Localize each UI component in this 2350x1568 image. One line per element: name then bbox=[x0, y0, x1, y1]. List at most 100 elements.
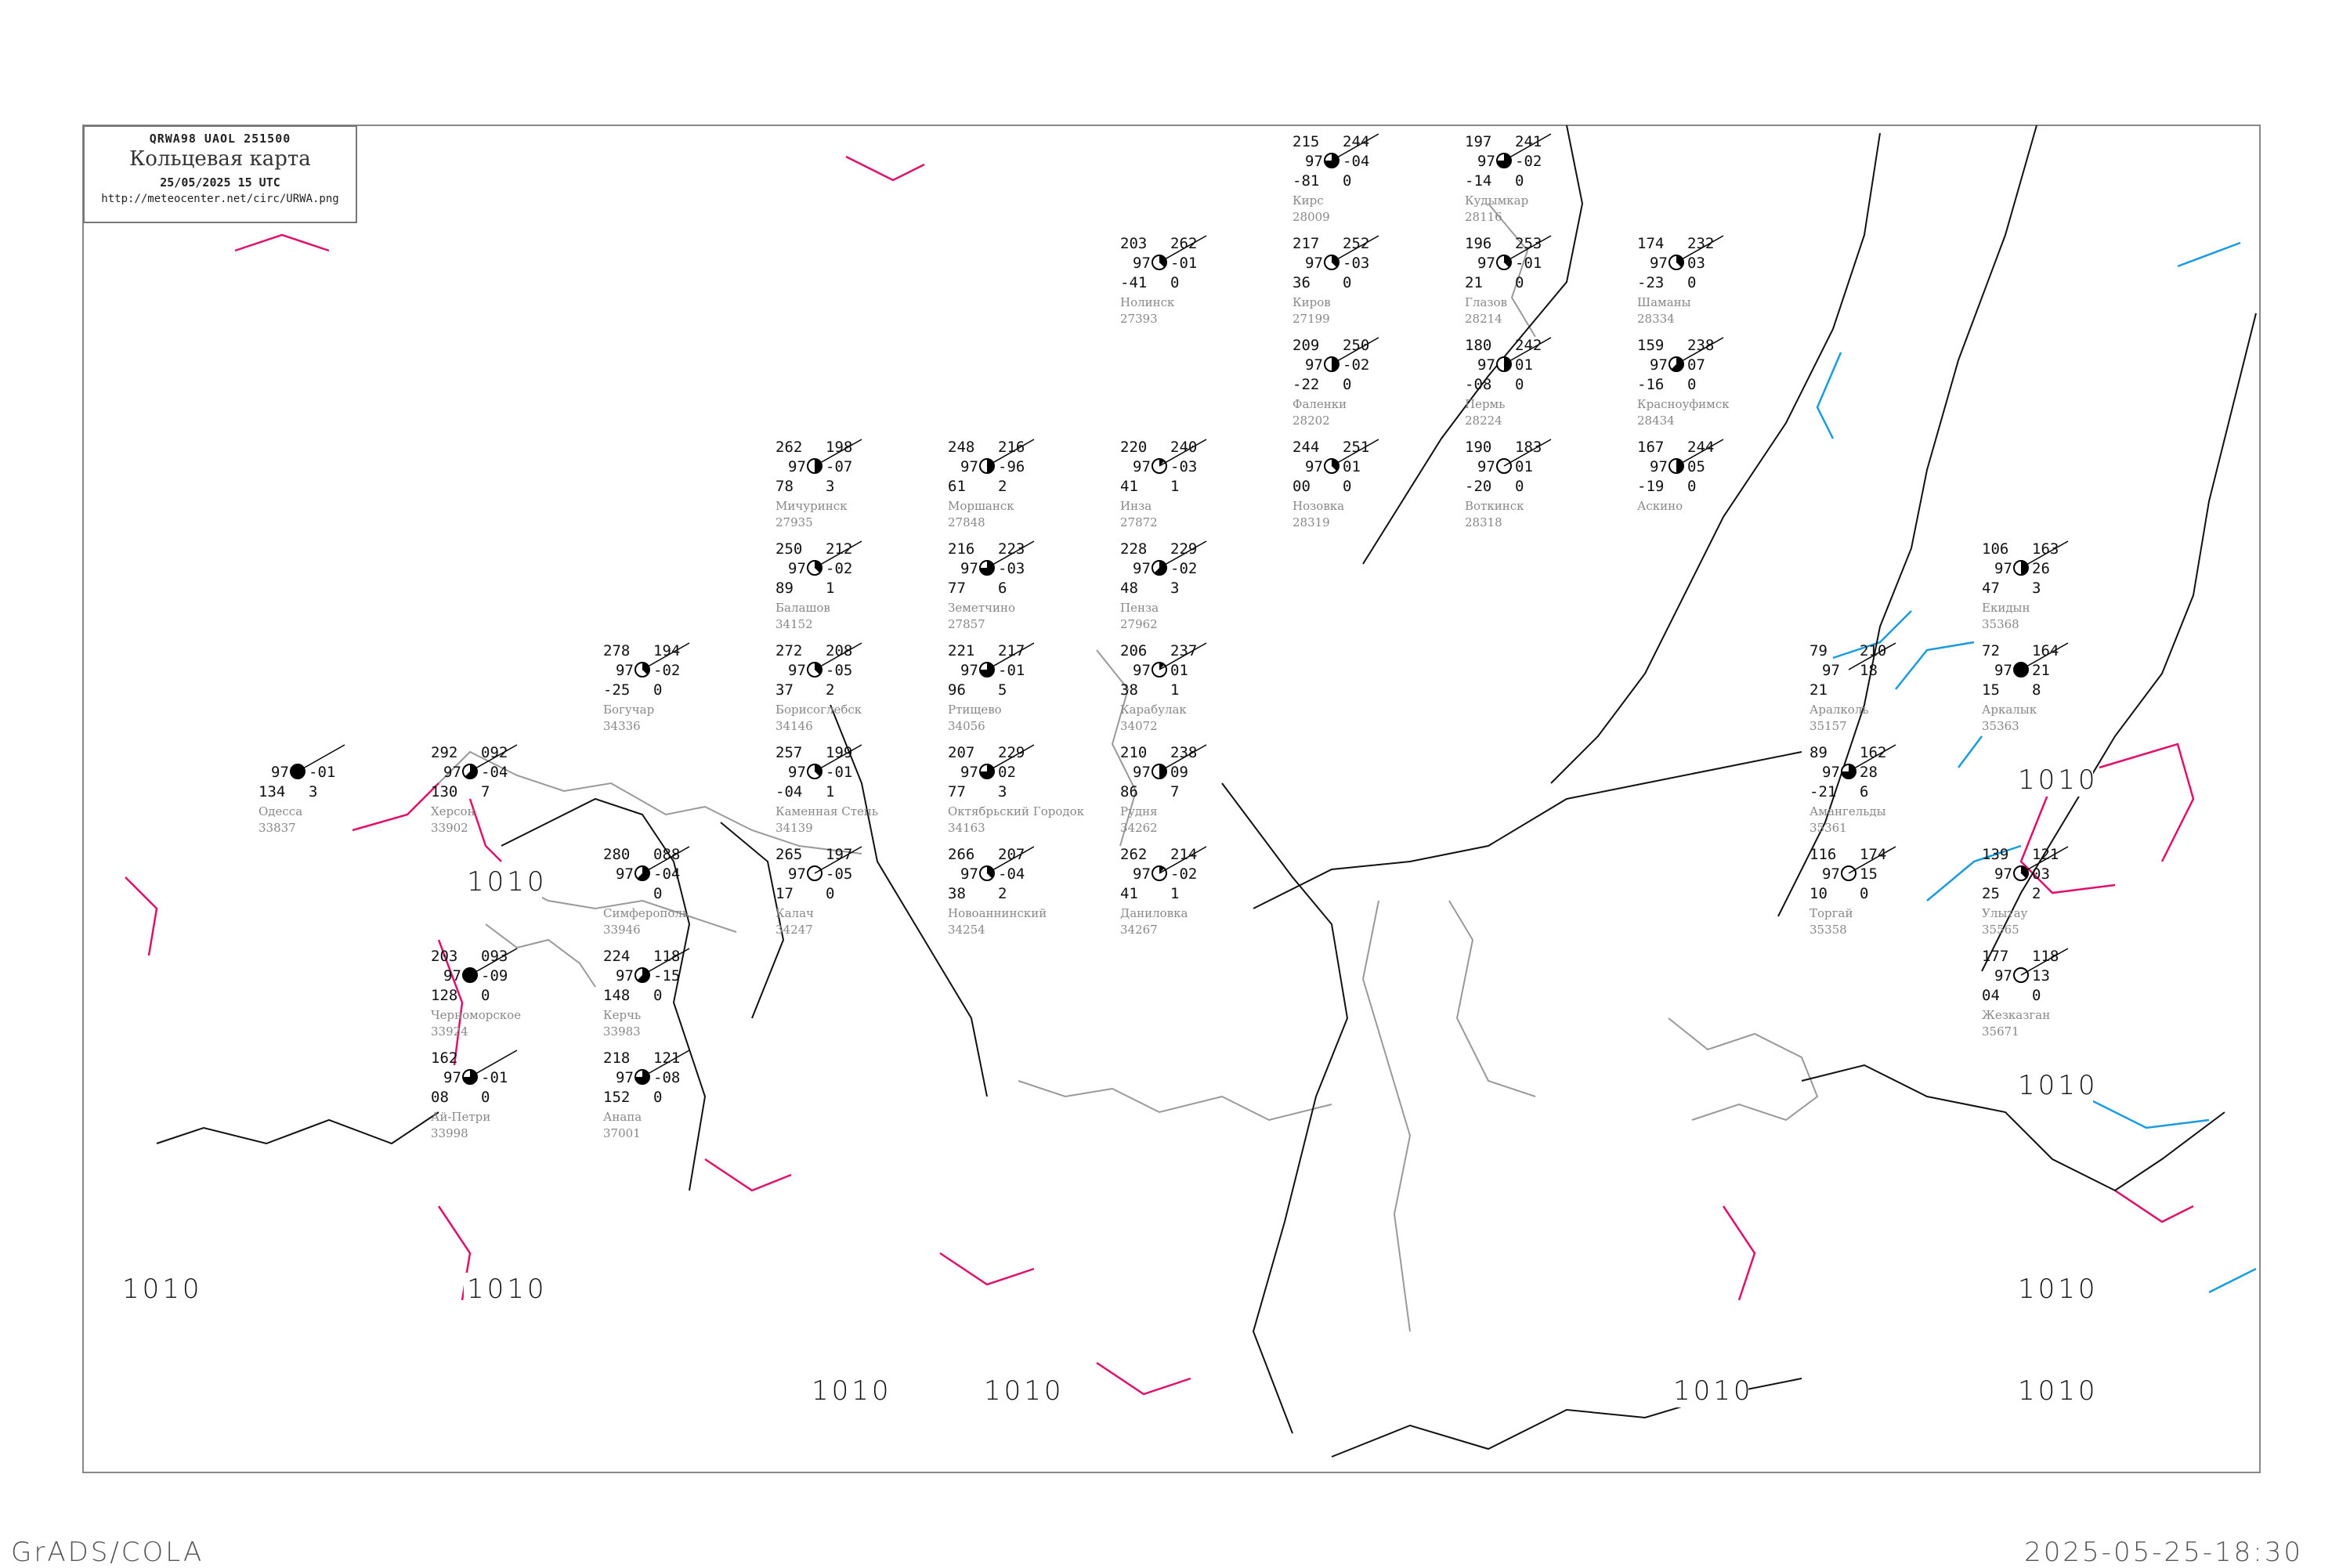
isobar-label-bg bbox=[808, 1375, 887, 1407]
wind-barb-icon bbox=[1503, 439, 1552, 467]
station-plot[interactable]: 180 242 97 01 -08 0 Пермь 28224 bbox=[1465, 337, 1552, 428]
station-value-tr: 244 bbox=[1687, 439, 1714, 456]
station-plot[interactable]: 265 197 97 -05 17 0 Калач 34247 bbox=[776, 846, 862, 937]
station-plot[interactable]: 248 216 97 -96 61 2 Моршанск 27848 bbox=[948, 439, 1035, 529]
station-plot[interactable]: 292 092 97 -04 130 7 Херсон 33902 bbox=[431, 744, 518, 835]
station-plot[interactable]: 278 194 97 -02 -25 0 Богучар 34336 bbox=[603, 642, 690, 733]
station-value-ml: 97 bbox=[1133, 662, 1151, 679]
wind-barb-icon bbox=[814, 846, 862, 874]
station-index: 28434 bbox=[1637, 414, 1675, 428]
station-plot[interactable]: 221 217 97 -01 96 5 Ртищево 34056 bbox=[948, 642, 1035, 733]
station-value-bl: 77 bbox=[948, 783, 966, 800]
station-plot[interactable]: 272 208 97 -05 37 2 Борисоглебск 34146 bbox=[776, 642, 862, 733]
station-value-ml: 97 bbox=[1305, 356, 1323, 374]
station-value-br: 0 bbox=[1687, 274, 1696, 291]
coastline bbox=[1096, 649, 1137, 847]
wind-barb-icon bbox=[1676, 439, 1724, 467]
station-plot[interactable]: 209 250 97 -02 -22 0 Фаленки 28202 bbox=[1292, 337, 1379, 428]
station-plot[interactable]: 159 238 97 07 -16 0 Красноуфимск 28434 bbox=[1637, 337, 1730, 428]
wind-barb-icon bbox=[1503, 133, 1552, 161]
station-value-ml: 97 bbox=[1477, 153, 1495, 170]
station-value-bl: -25 bbox=[603, 681, 630, 699]
station-plot[interactable]: 210 238 97 09 86 7 Рудня 34262 bbox=[1120, 744, 1207, 835]
station-value-tr: 253 bbox=[1515, 235, 1542, 252]
station-name: Керчь bbox=[603, 1008, 641, 1022]
station-value-tl: 280 bbox=[603, 846, 630, 863]
station-value-ml: 97 bbox=[960, 865, 978, 883]
station-plot[interactable]: 262 214 97 -02 41 1 Даниловка 34267 bbox=[1120, 846, 1207, 937]
station-value-ml: 97 bbox=[271, 764, 289, 781]
station-value-ml: 97 bbox=[443, 967, 461, 985]
station-value-tr: 250 bbox=[1343, 337, 1369, 354]
map-frame bbox=[82, 125, 2261, 1473]
station-value-tr: 207 bbox=[998, 846, 1025, 863]
station-value-tr: 194 bbox=[653, 642, 680, 659]
station-plot[interactable]: 116 174 97 15 10 0 Торгай 35358 bbox=[1810, 846, 1896, 937]
station-plot[interactable]: 167 244 97 05 -19 0 Аскино bbox=[1637, 439, 1724, 513]
isallobar-line bbox=[2208, 1267, 2257, 1294]
station-plot[interactable]: 224 118 97 -15 148 0 Керчь 33983 bbox=[603, 948, 690, 1039]
station-plot[interactable]: 280 088 97 -04 0 Симферополь 33946 bbox=[603, 846, 690, 937]
station-value-bl: 86 bbox=[1120, 783, 1138, 800]
station-value-tl: 167 bbox=[1637, 439, 1664, 456]
station-index: 35157 bbox=[1810, 719, 1847, 733]
isallobar-line bbox=[437, 939, 464, 1066]
isallobar-line bbox=[2114, 1189, 2194, 1223]
station-plot[interactable]: 220 240 97 -03 41 1 Инза 27872 bbox=[1120, 439, 1207, 529]
station-plot[interactable]: 79 210 97 18 21 Аралколь 35157 bbox=[1810, 642, 1896, 733]
station-plot[interactable]: 89 162 97 28 -21 6 Амангельды 35361 bbox=[1810, 744, 1896, 835]
station-value-ml: 97 bbox=[1305, 458, 1323, 475]
station-plot[interactable]: 266 207 97 -04 38 2 Новоаннинский 34254 bbox=[948, 846, 1047, 937]
station-plot[interactable]: 197 241 97 -02 -14 0 Кудымкар 28116 bbox=[1465, 133, 1552, 224]
station-plot[interactable]: 218 121 97 -08 152 0 Анапа 37001 bbox=[603, 1050, 690, 1140]
station-value-bl: -08 bbox=[1465, 376, 1491, 393]
station-value-tr: 229 bbox=[998, 744, 1025, 761]
station-index: 27872 bbox=[1120, 515, 1158, 529]
station-value-tl: 197 bbox=[1465, 133, 1491, 150]
station-value-mr: -05 bbox=[826, 662, 852, 679]
station-plot[interactable]: 97 -01 134 3 Одесса 33837 bbox=[258, 744, 345, 835]
station-name: Даниловка bbox=[1120, 906, 1188, 920]
station-value-bl: 130 bbox=[431, 783, 457, 800]
isobar-line bbox=[501, 797, 707, 1191]
station-plot[interactable]: 228 229 97 -02 48 3 Пенза 27962 bbox=[1120, 540, 1207, 631]
station-plot[interactable]: 203 093 97 -09 128 0 Черноморское 33924 bbox=[431, 948, 521, 1039]
station-plot[interactable]: 139 121 97 03 25 2 Улытау 35565 bbox=[1982, 846, 2069, 937]
station-plot[interactable]: 250 212 97 -02 89 1 Балашов 34152 bbox=[776, 540, 862, 631]
station-plot[interactable]: 190 183 97 01 -20 0 Воткинск 28318 bbox=[1465, 439, 1552, 529]
wind-barb-icon bbox=[814, 642, 862, 670]
wind-barb-icon bbox=[2020, 540, 2069, 569]
station-plot[interactable]: 196 253 97 -01 21 0 Глазов 28214 bbox=[1465, 235, 1552, 326]
station-value-tl: 218 bbox=[603, 1050, 630, 1067]
station-plot[interactable]: 215 244 97 -04 -81 0 Кирс 28009 bbox=[1292, 133, 1379, 224]
station-plot[interactable]: 206 237 97 01 38 1 Карабулак 34072 bbox=[1120, 642, 1207, 733]
station-value-bl: 152 bbox=[603, 1089, 630, 1106]
station-value-br: 2 bbox=[2032, 885, 2041, 902]
station-value-mr: -04 bbox=[653, 865, 680, 883]
wind-barb-icon bbox=[1848, 642, 1896, 670]
station-value-br: 0 bbox=[653, 885, 662, 902]
station-plot[interactable]: 207 229 97 02 77 3 Октябрьский Городок 34163 bbox=[948, 744, 1085, 835]
station-value-mr: -01 bbox=[998, 662, 1025, 679]
station-plot[interactable]: 162 97 -01 08 0 Ай-Петри 33998 bbox=[431, 1050, 518, 1140]
station-value-tr: 197 bbox=[826, 846, 852, 863]
station-value-mr: -01 bbox=[1170, 255, 1197, 272]
wind-barb-icon bbox=[1159, 439, 1207, 467]
station-value-tr: 232 bbox=[1687, 235, 1714, 252]
station-value-bl: 47 bbox=[1982, 580, 2000, 597]
station-plot[interactable]: 177 118 97 13 04 0 Жезказган 35671 bbox=[1982, 948, 2069, 1039]
station-plot[interactable]: 262 198 97 -07 78 3 Мичуринск 27935 bbox=[776, 439, 862, 529]
station-plot[interactable]: 217 252 97 -03 36 0 Киров 27199 bbox=[1292, 235, 1379, 326]
station-plot[interactable]: 72 164 97 21 15 8 Аркалык 35363 bbox=[1982, 642, 2069, 733]
station-name: Моршанск bbox=[948, 499, 1014, 513]
station-index: 34056 bbox=[948, 719, 985, 733]
station-value-mr: 01 bbox=[1515, 458, 1533, 475]
station-value-ml: 97 bbox=[616, 967, 634, 985]
station-plot[interactable]: 216 223 97 -03 77 6 Земетчино 27857 bbox=[948, 540, 1035, 631]
station-name: Амангельды bbox=[1810, 804, 1886, 818]
station-plot[interactable]: 257 199 97 -01 -04 1 Каменная Степь 34139 bbox=[776, 744, 878, 835]
station-plot[interactable]: 174 232 97 03 -23 0 Шаманы 28334 bbox=[1637, 235, 1724, 326]
station-plot[interactable]: 203 262 97 -01 -41 0 Нолинск 27393 bbox=[1120, 235, 1207, 326]
